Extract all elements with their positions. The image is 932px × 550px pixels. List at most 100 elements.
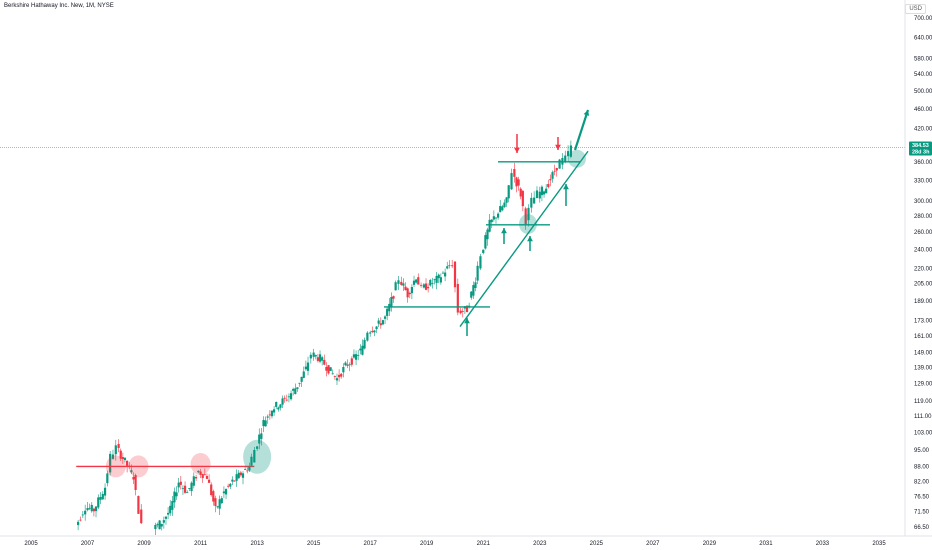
candle-body xyxy=(490,219,493,223)
y-tick-label: 280.00 xyxy=(914,214,932,220)
arrow-head xyxy=(555,144,561,150)
candle-body xyxy=(285,399,288,401)
candle-body xyxy=(190,482,193,492)
candle-body xyxy=(527,207,530,221)
candle-body xyxy=(121,457,124,459)
candle-body xyxy=(316,357,320,361)
y-tick-label: 103.00 xyxy=(914,430,932,436)
arrow-head xyxy=(514,147,520,153)
x-tick-label: 2015 xyxy=(307,541,321,547)
candle-body xyxy=(283,397,286,399)
currency-selector[interactable]: USD xyxy=(905,4,926,14)
candle-body xyxy=(229,483,232,487)
candle-body xyxy=(300,376,303,382)
candle-body xyxy=(77,521,80,526)
candle-body xyxy=(361,345,364,355)
arrow-shaft xyxy=(573,109,590,151)
candle-body xyxy=(296,387,299,389)
candle-body xyxy=(212,491,215,502)
candle-body xyxy=(231,479,234,482)
candle-body xyxy=(419,284,423,286)
candle-body xyxy=(521,190,524,207)
candle-body xyxy=(566,151,570,157)
candle-body xyxy=(203,474,206,476)
candle-body xyxy=(435,275,438,283)
candle-body xyxy=(383,316,387,319)
candle-body xyxy=(233,480,236,482)
candle-body xyxy=(86,508,89,511)
candle-body xyxy=(279,404,282,408)
arrow-head xyxy=(464,318,470,324)
candle-body xyxy=(415,279,418,283)
candle-body xyxy=(154,524,157,530)
last-price-label: 384.53 xyxy=(912,143,929,149)
candle-body xyxy=(373,330,376,333)
candle-body xyxy=(239,472,242,476)
candle-body xyxy=(359,348,362,351)
candle-body xyxy=(186,492,189,494)
candle-body xyxy=(470,291,473,298)
candle-body xyxy=(346,364,349,366)
candle-body xyxy=(499,206,502,213)
y-tick-label: 71.50 xyxy=(914,509,930,515)
candle-body xyxy=(535,190,539,199)
candle-body xyxy=(177,482,180,488)
candle-body xyxy=(505,197,508,203)
candle-body xyxy=(287,396,291,398)
y-tick-label: 161.00 xyxy=(914,334,932,340)
candle-body xyxy=(158,520,161,530)
y-tick-label: 82.00 xyxy=(914,480,930,486)
candle-body xyxy=(205,476,209,479)
candle-body xyxy=(183,485,187,493)
candle-body xyxy=(220,498,223,504)
candle-body xyxy=(524,208,527,225)
x-tick-label: 2007 xyxy=(81,541,95,547)
arrow-head xyxy=(583,110,590,116)
candle-body xyxy=(366,332,369,341)
candle-body xyxy=(162,520,165,523)
candle-body xyxy=(390,297,393,307)
candle-body xyxy=(338,374,341,378)
candle-body xyxy=(350,358,353,365)
highlight-circle xyxy=(190,452,211,475)
candle-body xyxy=(258,434,261,444)
candle-body xyxy=(192,476,195,486)
candle-body xyxy=(294,388,297,395)
candle-body xyxy=(106,473,109,484)
candle-body xyxy=(538,191,541,199)
y-tick-label: 129.00 xyxy=(914,382,932,388)
candle-body xyxy=(517,179,520,186)
candle-body xyxy=(335,378,339,381)
x-tick-label: 2009 xyxy=(137,541,151,547)
candle-body xyxy=(540,186,544,196)
candle-body xyxy=(117,443,120,449)
candle-body xyxy=(309,354,312,359)
y-tick-label: 240.00 xyxy=(914,247,932,253)
candle-body xyxy=(453,261,457,288)
candle-body xyxy=(482,249,485,253)
candle-body xyxy=(260,433,263,439)
drawing-layer xyxy=(76,109,590,478)
candle-body xyxy=(444,272,447,277)
candle-body xyxy=(530,197,533,208)
candle-body xyxy=(569,145,572,157)
candle-body xyxy=(314,355,317,357)
down-arrow-icon xyxy=(514,134,520,153)
candle-body xyxy=(101,493,104,500)
y-tick-label: 149.00 xyxy=(914,351,932,357)
candle-body xyxy=(331,373,334,375)
candle-body xyxy=(417,277,420,285)
candle-body xyxy=(103,487,107,496)
down-arrow-icon xyxy=(555,137,561,150)
candle-body xyxy=(235,474,238,481)
candle-body xyxy=(214,498,217,506)
candle-body xyxy=(327,365,330,374)
y-tick-label: 66.50 xyxy=(914,525,930,531)
candle-body xyxy=(510,173,513,190)
y-tick-label: 88.00 xyxy=(914,464,930,470)
candle-body xyxy=(275,401,278,407)
up-arrow-icon xyxy=(563,184,569,206)
candle-body xyxy=(156,524,159,526)
